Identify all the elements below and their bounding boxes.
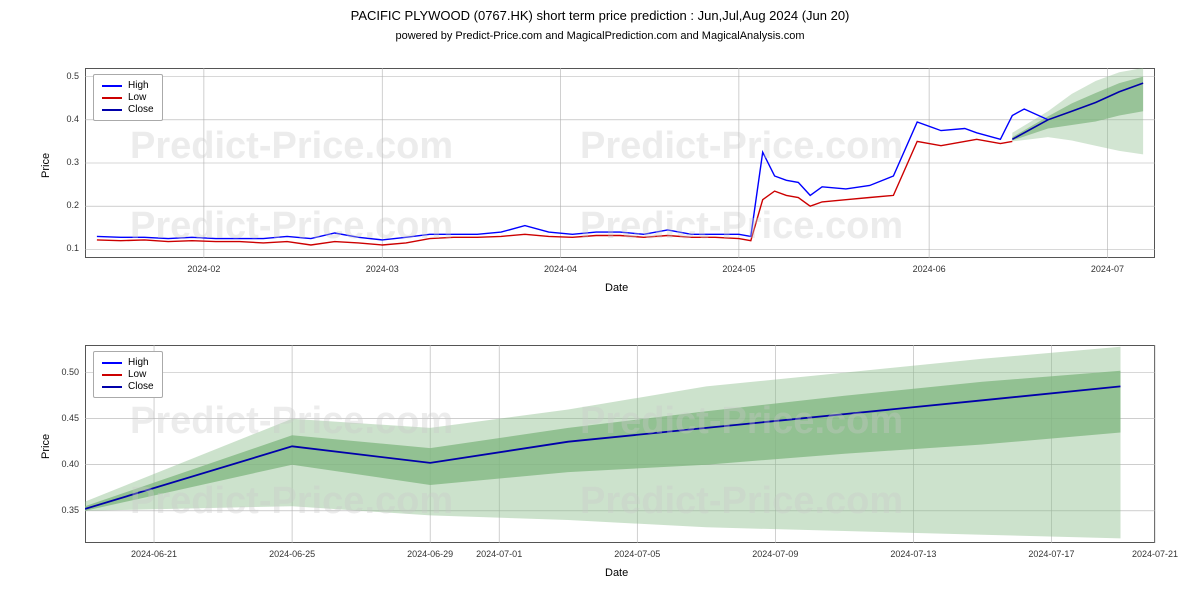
xtick-label: 2024-07-01 [469, 549, 529, 559]
ytick-label: 0.45 [61, 413, 79, 423]
xtick-label: 2024-06-25 [262, 549, 322, 559]
xtick-label: 2024-06-29 [400, 549, 460, 559]
xtick-label: 2024-02 [174, 264, 234, 274]
ytick-label: 0.40 [61, 459, 79, 469]
xtick-label: 2024-07-05 [607, 549, 667, 559]
chart2-legend: HighLowClose [93, 351, 163, 398]
xtick-label: 2024-04 [531, 264, 591, 274]
xtick-label: 2024-03 [352, 264, 412, 274]
ytick-label: 0.5 [66, 71, 79, 81]
xtick-label: 2024-07-17 [1021, 549, 1081, 559]
xtick-label: 2024-07-21 [1125, 549, 1185, 559]
chart2-xlabel: Date [605, 567, 628, 579]
xtick-label: 2024-07 [1077, 264, 1137, 274]
xtick-label: 2024-06-21 [124, 549, 184, 559]
chart2-svg [0, 0, 1200, 600]
ytick-label: 0.4 [66, 114, 79, 124]
xtick-label: 2024-05 [709, 264, 769, 274]
xtick-label: 2024-07-09 [745, 549, 805, 559]
ytick-label: 0.35 [61, 505, 79, 515]
legend-item: Close [102, 381, 154, 392]
ytick-label: 0.1 [66, 243, 79, 253]
ytick-label: 0.2 [66, 200, 79, 210]
legend-item: Low [102, 369, 154, 380]
chart2-ylabel: Price [40, 434, 52, 459]
ytick-label: 0.3 [66, 157, 79, 167]
xtick-label: 2024-07-13 [883, 549, 943, 559]
legend-item: High [102, 357, 154, 368]
xtick-label: 2024-06 [899, 264, 959, 274]
ytick-label: 0.50 [61, 367, 79, 377]
